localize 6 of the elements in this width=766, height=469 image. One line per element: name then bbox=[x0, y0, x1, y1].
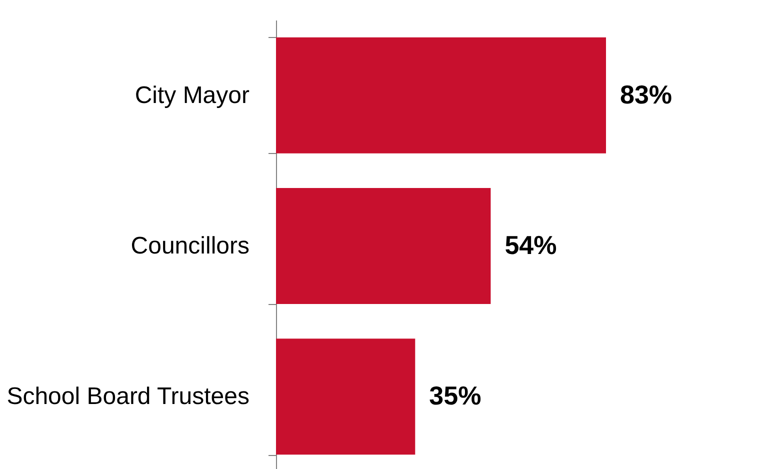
data-label: 54% bbox=[504, 230, 557, 260]
y-tick-label: Councillors bbox=[130, 232, 250, 260]
y-tick-label: City Mayor bbox=[134, 82, 250, 109]
data-label: 35% bbox=[429, 380, 482, 411]
y-tick-label: School Board Trustees bbox=[6, 383, 250, 410]
data-label: 83% bbox=[620, 79, 672, 110]
